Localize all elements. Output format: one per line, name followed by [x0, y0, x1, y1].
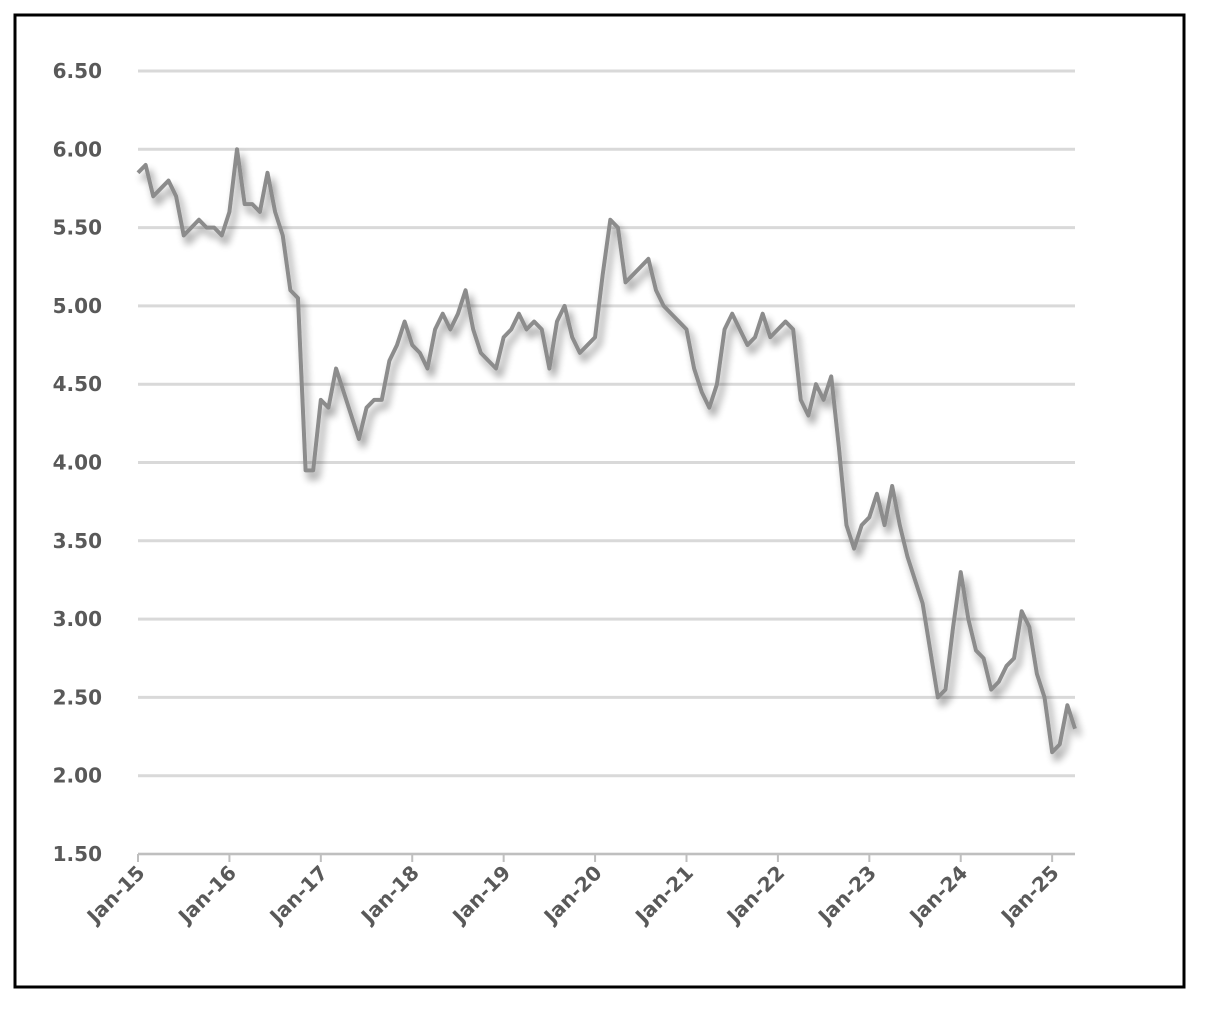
- y-tick-label: 6.00: [53, 137, 102, 161]
- y-tick-label: 3.00: [53, 607, 102, 631]
- y-tick-label: 2.50: [53, 685, 102, 709]
- y-tick-label: 1.50: [53, 842, 102, 866]
- y-tick-label: 4.50: [53, 372, 102, 396]
- y-tick-label: 3.50: [53, 529, 102, 553]
- y-tick-label: 5.50: [53, 216, 102, 240]
- y-tick-label: 5.00: [53, 294, 102, 318]
- y-tick-label: 4.00: [53, 451, 102, 475]
- y-tick-label: 6.50: [53, 59, 102, 83]
- frame: [13, 13, 1186, 989]
- series-line: [136, 147, 1077, 755]
- y-tick-label: 2.00: [53, 764, 102, 788]
